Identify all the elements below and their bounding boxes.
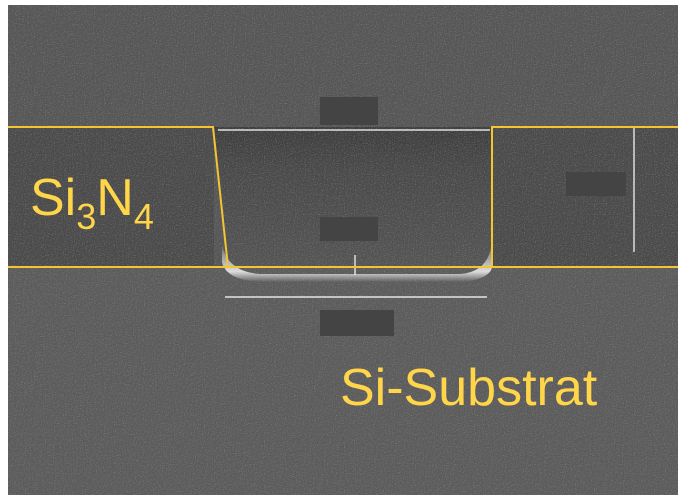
label-part: N	[96, 169, 134, 227]
label-part: Si	[30, 169, 76, 227]
substrate-label: Si-Substrat	[340, 359, 598, 417]
label-subscript: 4	[134, 196, 154, 237]
sem-image: Si3N4 Si-Substrat	[0, 0, 686, 498]
sem-background	[8, 5, 678, 495]
label-subscript: 3	[76, 196, 96, 237]
